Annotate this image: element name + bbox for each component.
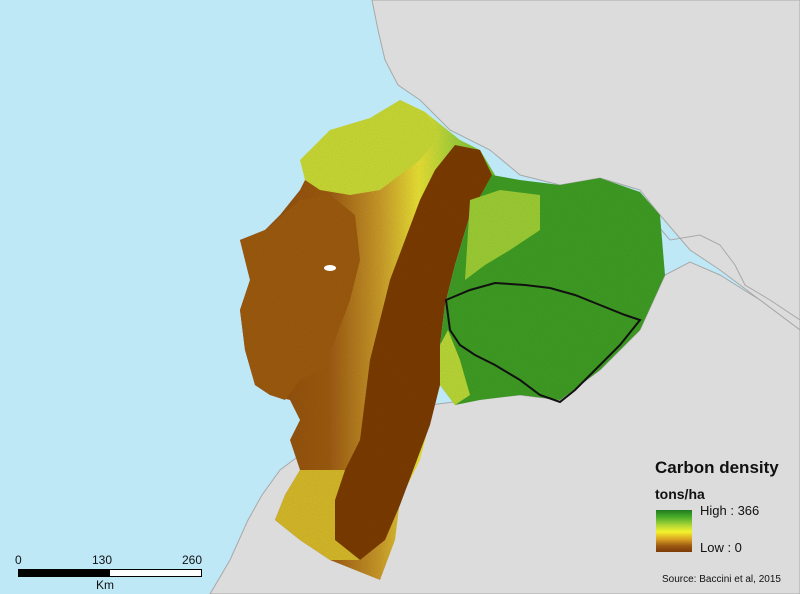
source-credit: Source: Baccini et al, 2015 — [662, 574, 781, 585]
legend-low-label: Low : 0 — [700, 540, 742, 555]
scale-tick-260: 260 — [182, 553, 203, 567]
scale-bar — [18, 569, 202, 577]
ecuador-raster — [240, 100, 665, 580]
scale-unit: Km — [96, 578, 114, 592]
scale-tick-0: 0 — [15, 553, 22, 567]
lake — [324, 265, 336, 271]
protected-area-boundary — [444, 281, 642, 404]
border-line — [639, 204, 800, 321]
legend-title: Carbon density — [655, 458, 779, 477]
scale-tick-130: 130 — [92, 553, 113, 567]
legend-unit: tons/ha — [655, 486, 705, 502]
legend-high-label: High : 366 — [700, 503, 760, 518]
legend-color-ramp — [656, 510, 692, 552]
